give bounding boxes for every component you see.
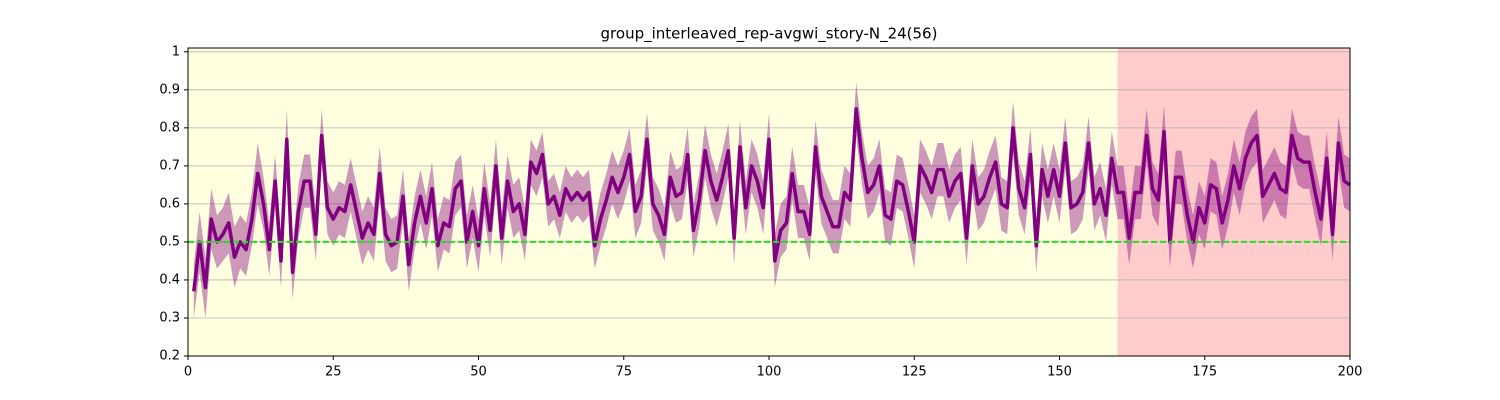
chart-title: group_interleaved_rep-avgwi_story-N_24(5… <box>601 25 938 44</box>
x-tick-label: 125 <box>902 365 927 380</box>
x-tick-label: 100 <box>757 365 782 380</box>
y-tick-label: 0.9 <box>159 82 180 97</box>
line <box>192 107 1351 292</box>
x-tick-label: 0 <box>184 365 192 380</box>
y-tick-label: 0.5 <box>159 234 180 249</box>
x-tick-label: 25 <box>325 365 342 380</box>
axes-frame <box>187 47 1351 357</box>
y-tick-label: 0.4 <box>159 272 180 287</box>
x-tick-label: 175 <box>1192 365 1217 380</box>
y-tick-label: 0.3 <box>159 310 180 325</box>
x-tick-label: 200 <box>1338 365 1363 380</box>
y-tick-label: 1 <box>172 44 180 59</box>
y-tick-label: 0.7 <box>159 158 180 173</box>
y-tick-label: 0.2 <box>159 349 180 364</box>
y-tick-label: 0.6 <box>159 196 180 211</box>
x-tick-label: 50 <box>470 365 487 380</box>
region <box>1117 48 1350 356</box>
x-tick-label: 150 <box>1047 365 1072 380</box>
y-tick-label: 0.8 <box>159 120 180 135</box>
x-tick-label: 75 <box>615 365 632 380</box>
